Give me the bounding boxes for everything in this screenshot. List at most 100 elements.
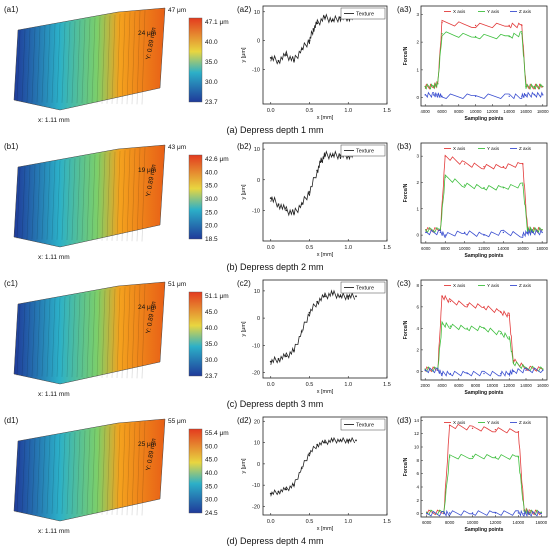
colorbar-tick-label: 30.0 (205, 79, 218, 86)
surface-top-height: 51 μm (168, 281, 186, 288)
colorbar-tick-label: 35.0 (205, 483, 218, 490)
surface-streak (136, 284, 141, 379)
surface-streak (106, 152, 111, 241)
force-data-point (424, 94, 426, 96)
legend-label: Z axis (519, 420, 532, 425)
force-data-point (517, 430, 520, 433)
force-data-point (525, 94, 527, 96)
surface-streak (71, 158, 76, 241)
surface-plot (13, 418, 166, 522)
x-tick-label: 8000 (445, 520, 455, 525)
x-tick-label: 10000 (467, 520, 479, 525)
texture-data-point (277, 59, 280, 62)
y-tick-label: 0 (257, 462, 260, 468)
y-axis-force-line (426, 453, 542, 516)
texture-data-point (339, 439, 342, 442)
force-data-point (542, 85, 544, 88)
surface-streak (61, 22, 66, 103)
colorbar-tick-label: 23.7 (205, 99, 218, 106)
force-data-point (508, 95, 510, 97)
y-tick-label: 12 (414, 431, 420, 436)
surface-streak (136, 10, 141, 105)
profile-panel: (a2) 0.0 0.5 1.0 1.5 10 0 -10 x [mm] y [μm] Textur… (237, 5, 391, 121)
y-tick-label: 10 (254, 441, 260, 447)
force-data-point (541, 231, 543, 234)
surface-x-dimension: x: 1.11 mm (38, 254, 70, 261)
force-data-point (471, 512, 474, 514)
colorbar-tick-label: 45.0 (205, 457, 218, 464)
x-tick-label: 1.0 (344, 382, 352, 388)
legend-label: Y axis (487, 420, 500, 425)
y-axis-force-line (424, 30, 544, 90)
force-data-point (517, 456, 520, 458)
surface-streak (141, 283, 146, 379)
x-tick-label: 0.5 (306, 108, 314, 114)
x-tick-label: 4000 (421, 109, 431, 114)
force-data-point (448, 456, 451, 458)
surface-streak (46, 299, 51, 377)
surface-streak (91, 154, 96, 241)
force-panel: (d3) 6000 8000 10000 12000 14000 16000 14 12 10 8 6… (397, 416, 548, 533)
profile-axes (262, 416, 388, 516)
y-axis-label: y [μm] (241, 458, 247, 474)
surface-streak (101, 427, 106, 515)
surface-streak (16, 166, 21, 240)
force-data-point (531, 229, 534, 231)
texture-data-point (285, 54, 288, 56)
surface-streak (126, 423, 131, 516)
x-tick-label: 14000 (498, 246, 510, 251)
colorbar-tick-label: 30.0 (205, 497, 218, 504)
force-panel: (c3) 2000 4000 6000 8000 10000 12000 14000 16000… (397, 279, 549, 396)
x-tick-label: 0.5 (306, 519, 314, 525)
surface-streak (66, 21, 71, 104)
colorbar-tick-label: 35.0 (205, 341, 218, 348)
y-tick-label: 14 (414, 418, 420, 423)
force-data-point (437, 369, 439, 372)
surface-streak (141, 9, 146, 105)
colorbar-tick-label: 18.5 (205, 236, 218, 243)
force-data-point (463, 163, 466, 165)
x-tick-label: 6000 (454, 383, 464, 388)
force-data-point (531, 231, 534, 234)
profile-axes (262, 5, 388, 105)
y-tick-label: -10 (252, 483, 260, 489)
figure-row: (a1) 47 μm 24 μm Y: 0.89 mm x: 1.11 mm 47.1 μ… (0, 0, 550, 137)
colorbar-tick-label: 24.5 (205, 510, 218, 517)
y-tick-label: -20 (252, 371, 260, 377)
surface-streak (56, 297, 61, 377)
x-tick-label: 6000 (422, 520, 432, 525)
x-tick-label: 1.5 (383, 519, 391, 525)
x-tick-label: 18000 (537, 109, 549, 114)
x-axis-label: Sampling points (465, 527, 504, 533)
x-axis-force-line (424, 19, 544, 90)
y-axis-label: y [μm] (241, 321, 247, 337)
x-tick-label: 10000 (470, 109, 482, 114)
force-data-point (439, 231, 442, 234)
y-tick-label: 4 (416, 326, 419, 331)
row-caption: (b) Depress depth 2 mm (226, 262, 324, 272)
panel-label: (b3) (397, 142, 412, 151)
x-tick-label: 16000 (537, 383, 549, 388)
surface-streak (111, 288, 116, 378)
x-tick-label: 12000 (490, 520, 502, 525)
panel-label: (d2) (237, 416, 252, 425)
x-tick-label: 1.0 (344, 245, 352, 251)
panel-label: (a1) (4, 5, 19, 14)
y-tick-label: 2 (416, 180, 419, 185)
force-data-point (517, 512, 520, 514)
surface-top-height: 47 μm (168, 7, 186, 14)
y-tick-label: 1 (416, 206, 419, 211)
surface-streak (21, 29, 26, 103)
x-tick-label: 14000 (520, 383, 532, 388)
x-tick-label: 1.0 (344, 519, 352, 525)
force-data-point (540, 511, 542, 514)
force-data-point (449, 325, 452, 327)
texture-data-point (324, 295, 326, 298)
force-data-point (441, 323, 443, 325)
x-axis-label: x [mm] (317, 389, 334, 395)
x-tick-label: 2000 (421, 383, 431, 388)
legend-label: Texture (356, 12, 374, 18)
force-axes (420, 5, 548, 107)
x-tick-label: 6000 (421, 246, 431, 251)
